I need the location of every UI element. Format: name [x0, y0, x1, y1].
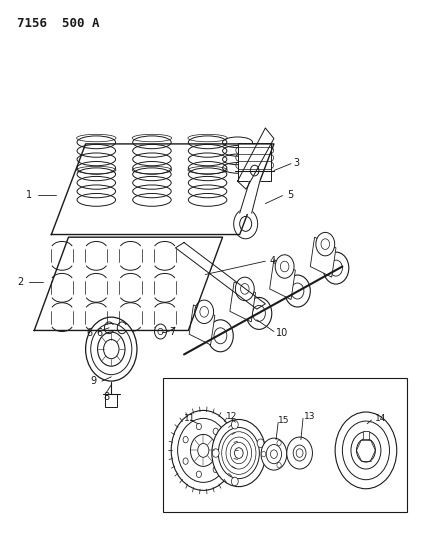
Circle shape	[212, 419, 266, 487]
Circle shape	[226, 437, 252, 469]
Circle shape	[234, 209, 258, 239]
Circle shape	[104, 340, 119, 359]
Circle shape	[198, 443, 209, 457]
Circle shape	[285, 275, 310, 307]
Polygon shape	[270, 260, 295, 300]
Text: 14: 14	[374, 414, 386, 423]
Circle shape	[241, 284, 249, 294]
Text: 9: 9	[90, 376, 96, 386]
Text: 3: 3	[293, 158, 299, 167]
Circle shape	[342, 421, 389, 480]
Circle shape	[98, 332, 125, 366]
Circle shape	[270, 450, 277, 458]
Circle shape	[212, 449, 219, 457]
Text: 12: 12	[226, 413, 238, 421]
Polygon shape	[189, 305, 215, 345]
Circle shape	[171, 410, 235, 490]
Text: 13: 13	[304, 413, 315, 421]
Circle shape	[91, 324, 132, 375]
FancyBboxPatch shape	[238, 143, 271, 181]
Circle shape	[253, 305, 265, 321]
Circle shape	[277, 463, 281, 468]
Text: 2: 2	[17, 278, 24, 287]
Circle shape	[261, 438, 287, 470]
Circle shape	[183, 437, 188, 443]
Polygon shape	[240, 181, 260, 213]
Text: 7: 7	[169, 327, 175, 336]
Circle shape	[240, 216, 252, 231]
Polygon shape	[230, 282, 256, 322]
Circle shape	[208, 320, 233, 352]
Circle shape	[266, 445, 282, 464]
Circle shape	[296, 449, 303, 457]
Circle shape	[323, 252, 349, 284]
Circle shape	[218, 427, 259, 479]
Circle shape	[196, 471, 202, 478]
Circle shape	[235, 448, 243, 458]
Circle shape	[232, 477, 238, 486]
Text: 1: 1	[26, 190, 32, 199]
Text: 6: 6	[96, 328, 102, 338]
Circle shape	[196, 423, 202, 430]
Circle shape	[214, 328, 227, 344]
Bar	[105, 394, 117, 407]
Circle shape	[190, 434, 216, 466]
Circle shape	[330, 260, 342, 276]
Bar	[363, 431, 369, 439]
Circle shape	[232, 421, 238, 429]
Text: 5: 5	[287, 190, 293, 199]
Circle shape	[86, 317, 137, 381]
Circle shape	[246, 297, 272, 329]
Circle shape	[230, 442, 247, 464]
Circle shape	[183, 458, 188, 464]
Circle shape	[287, 437, 312, 469]
Circle shape	[316, 232, 335, 256]
Circle shape	[155, 324, 166, 339]
Circle shape	[250, 165, 259, 176]
Circle shape	[291, 283, 304, 299]
Circle shape	[222, 432, 256, 474]
Circle shape	[257, 439, 264, 448]
Circle shape	[158, 328, 163, 335]
Circle shape	[178, 418, 229, 482]
Circle shape	[335, 412, 397, 489]
Circle shape	[351, 432, 381, 469]
Circle shape	[321, 239, 330, 249]
Text: 15: 15	[278, 416, 290, 424]
Text: 8: 8	[103, 392, 109, 402]
Text: 7156  500 A: 7156 500 A	[17, 17, 100, 30]
Circle shape	[200, 306, 208, 317]
Circle shape	[275, 255, 294, 278]
Circle shape	[213, 428, 218, 434]
Text: 11: 11	[184, 414, 196, 423]
Circle shape	[235, 277, 254, 301]
Circle shape	[195, 300, 214, 324]
Circle shape	[262, 451, 266, 457]
Text: 4: 4	[270, 256, 276, 266]
Circle shape	[277, 440, 281, 446]
Polygon shape	[310, 237, 336, 277]
Circle shape	[293, 445, 306, 461]
Text: 10: 10	[276, 328, 288, 338]
Circle shape	[357, 439, 375, 462]
Circle shape	[280, 261, 289, 272]
Circle shape	[213, 466, 218, 473]
Text: 6: 6	[86, 328, 92, 338]
Circle shape	[220, 447, 226, 454]
Bar	[163, 378, 407, 512]
